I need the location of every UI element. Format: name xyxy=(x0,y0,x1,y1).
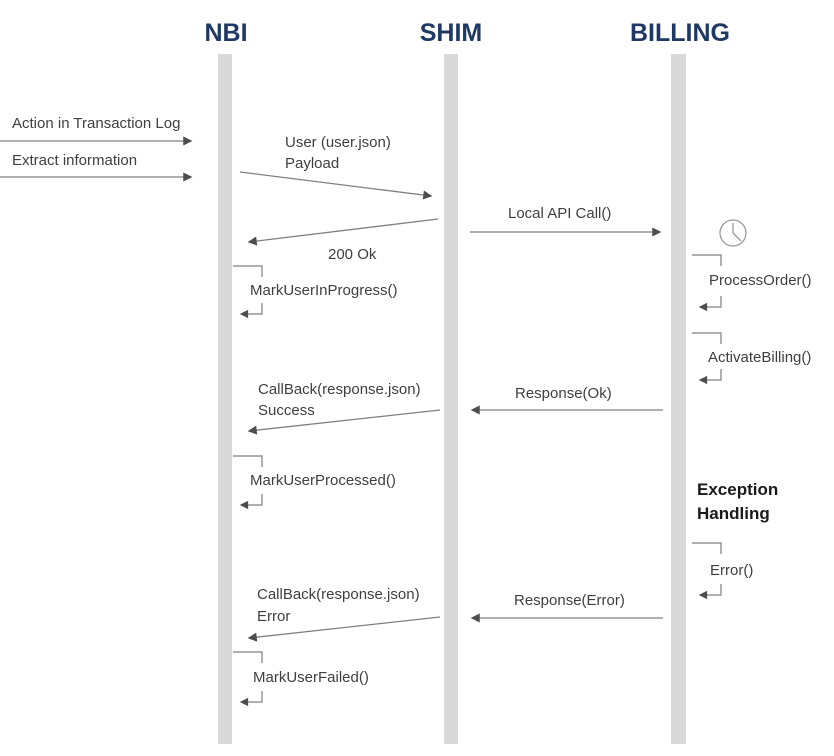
arrow-200-ok xyxy=(247,218,439,246)
actor-title-billing: BILLING xyxy=(630,19,730,47)
label-response-error: Response(Error) xyxy=(514,592,625,609)
label-extract-information: Extract information xyxy=(12,152,137,169)
label-callback-success-line1: CallBack(response.json) xyxy=(258,381,421,398)
selfcall-return-mark-user-in-progress xyxy=(239,303,263,319)
label-mark-user-failed: MarkUserFailed() xyxy=(253,669,369,686)
label-activate-billing: ActivateBilling() xyxy=(708,349,811,366)
label-response-ok: Response(Ok) xyxy=(515,385,612,402)
selfcall-bracket-activate-billing xyxy=(692,332,722,344)
label-user-payload-line2: Payload xyxy=(285,155,339,172)
selfcall-bracket-mark-user-failed xyxy=(233,651,263,663)
selfcall-return-mark-user-failed xyxy=(239,691,263,707)
actor-title-nbi: NBI xyxy=(204,19,247,47)
selfcall-bracket-process-order xyxy=(692,254,722,266)
label-user-payload-line1: User (user.json) xyxy=(285,134,391,151)
selfcall-bracket-error xyxy=(692,542,722,554)
clock-icon xyxy=(719,219,747,247)
arrow-user-payload xyxy=(239,171,433,200)
actor-title-shim: SHIM xyxy=(420,19,483,47)
label-callback-error-line2: Error xyxy=(257,608,290,625)
label-mark-user-in-progress: MarkUserInProgress() xyxy=(250,282,398,299)
label-callback-success-line2: Success xyxy=(258,402,315,419)
label-action-in-transaction-log: Action in Transaction Log xyxy=(12,115,180,132)
label-callback-error-line1: CallBack(response.json) xyxy=(257,586,420,603)
selfcall-return-activate-billing xyxy=(698,369,722,385)
lifeline-nbi xyxy=(218,54,232,744)
lifeline-shim xyxy=(444,54,458,744)
label-local-api-call: Local API Call() xyxy=(508,205,611,222)
selfcall-bracket-mark-user-processed xyxy=(233,455,263,467)
label-exception-handling-line2: Handling xyxy=(697,504,770,523)
arrow-callback-success xyxy=(247,409,441,435)
selfcall-bracket-mark-user-in-progress xyxy=(233,265,263,277)
selfcall-return-error xyxy=(698,584,722,600)
label-exception-handling-line1: Exception xyxy=(697,480,778,499)
arrow-callback-error xyxy=(247,616,441,642)
label-mark-user-processed: MarkUserProcessed() xyxy=(250,472,396,489)
selfcall-return-process-order xyxy=(698,296,722,312)
label-error-call: Error() xyxy=(710,562,753,579)
lifeline-billing xyxy=(671,54,686,744)
label-process-order: ProcessOrder() xyxy=(709,272,812,289)
selfcall-return-mark-user-processed xyxy=(239,494,263,510)
label-200-ok: 200 Ok xyxy=(328,246,377,263)
